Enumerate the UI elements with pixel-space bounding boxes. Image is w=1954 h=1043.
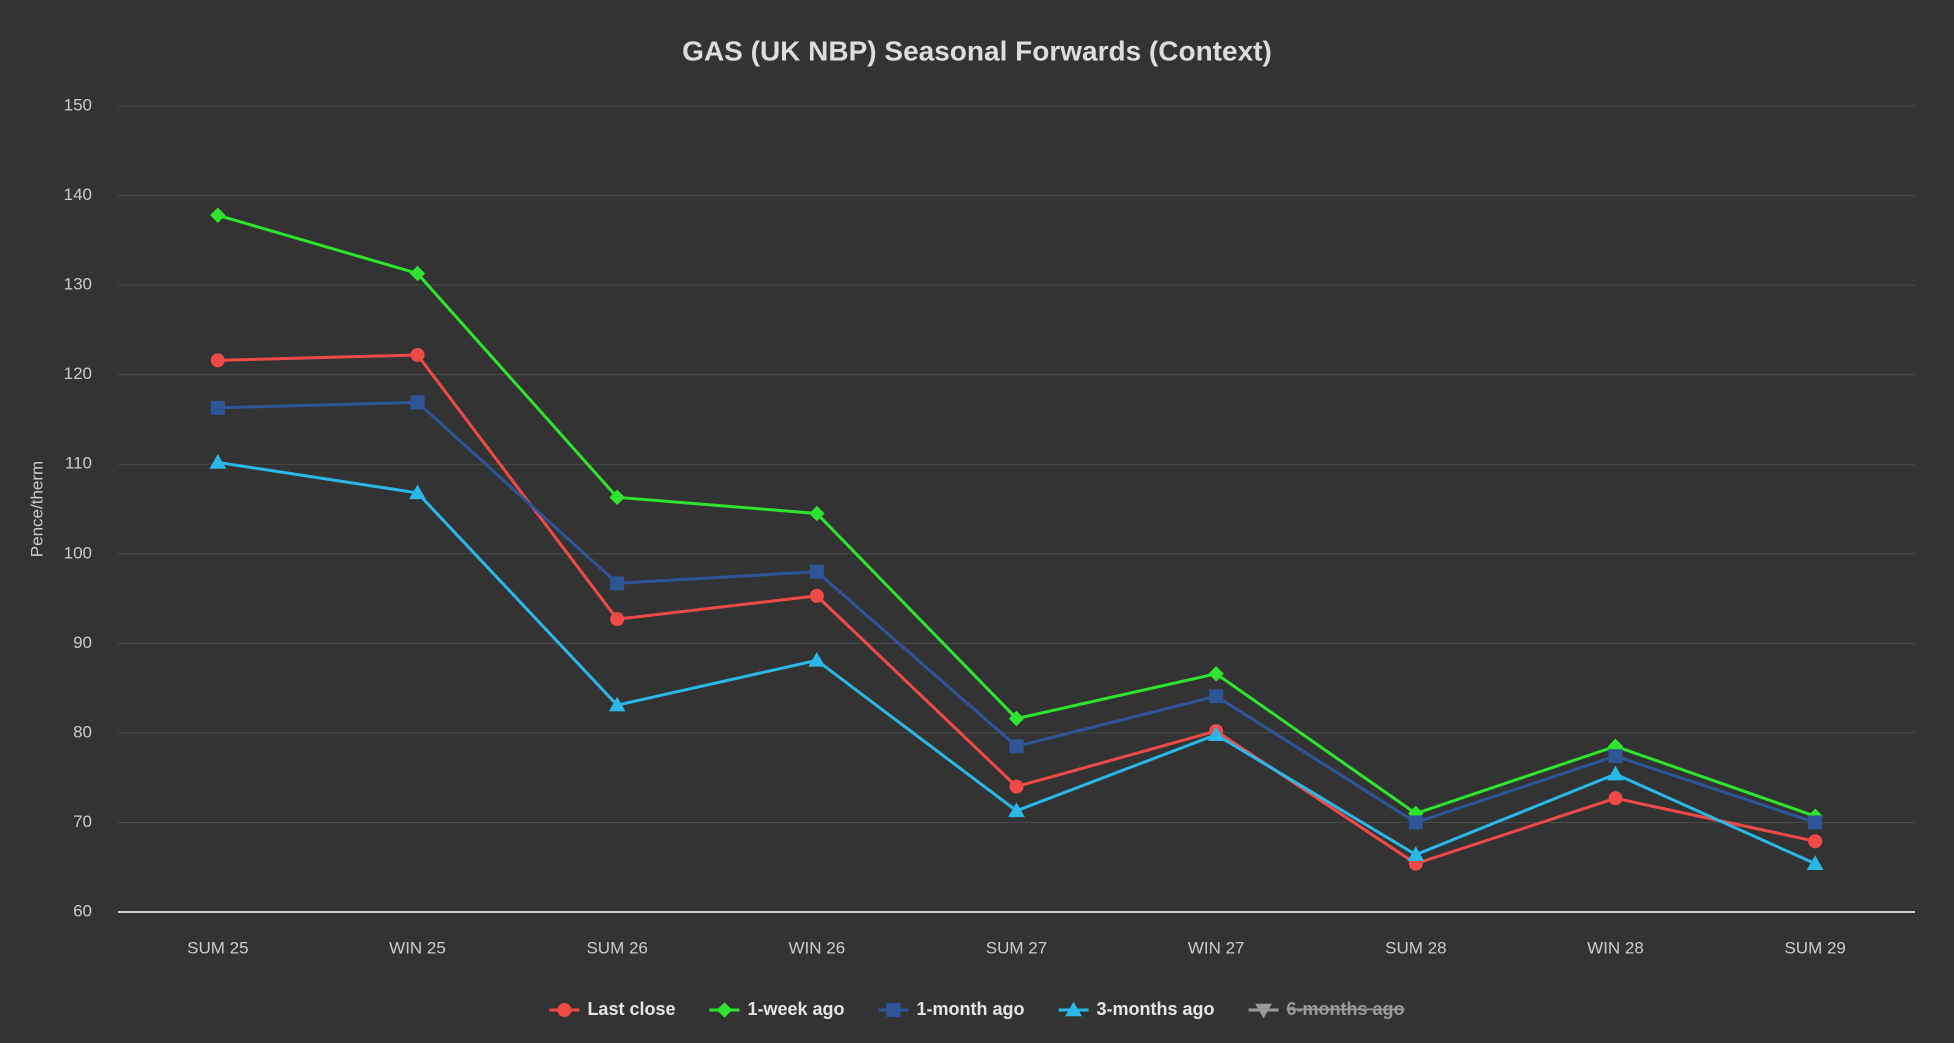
data-point (1207, 726, 1225, 741)
data-point (1608, 791, 1623, 806)
legend-label: 1-week ago (747, 999, 844, 1019)
data-point (1008, 710, 1025, 727)
legend-marker (886, 1003, 901, 1017)
data-point (209, 454, 227, 469)
data-point (409, 484, 426, 500)
data-point (1407, 846, 1425, 861)
x-tick-label: SUM 26 (586, 938, 647, 957)
data-point (1209, 689, 1224, 704)
legend-item[interactable]: 1-week ago (709, 999, 845, 1019)
x-tick-label: SUM 29 (1784, 938, 1845, 957)
x-tick-label: SUM 28 (1385, 938, 1446, 957)
data-point (410, 395, 425, 410)
data-point (809, 564, 824, 579)
data-point (808, 651, 826, 667)
y-tick-label: 130 (64, 275, 92, 294)
data-point (1806, 855, 1824, 870)
data-point (210, 207, 226, 223)
data-point (409, 265, 426, 282)
legend-label: 1-month ago (917, 999, 1025, 1019)
y-tick-label: 70 (73, 812, 92, 831)
legend: Last close 1-week ago 1-month ago 3-months … (549, 999, 1405, 1019)
legend-marker (716, 1002, 733, 1018)
x-tick-label: WIN 25 (389, 938, 446, 957)
y-tick-label: 140 (64, 185, 92, 204)
data-point (1009, 739, 1024, 754)
x-tick-label: WIN 28 (1587, 938, 1644, 957)
data-point (410, 347, 425, 362)
data-point (809, 588, 824, 603)
legend-label: Last close (587, 999, 675, 1019)
y-tick-label: 150 (64, 95, 92, 114)
data-point (1408, 815, 1423, 830)
y-tick-label: 110 (65, 454, 92, 473)
data-point (1607, 738, 1624, 755)
legend-marker (557, 1003, 572, 1017)
legend-marker (1255, 1003, 1272, 1019)
data-point (1808, 815, 1823, 830)
data-point (1607, 765, 1624, 781)
x-tick-label: SUM 25 (187, 938, 248, 957)
legend-label: 3-months ago (1097, 999, 1215, 1019)
data-point (1808, 834, 1823, 849)
y-tick-label: 80 (73, 722, 92, 741)
data-point (1608, 749, 1623, 764)
y-tick-label: 60 (73, 901, 92, 920)
y-tick-label: 90 (73, 633, 92, 652)
data-point (609, 489, 625, 506)
y-axis-label: Pence/therm (27, 461, 46, 557)
legend-label: 6-months ago (1287, 999, 1405, 1019)
data-point (1009, 779, 1024, 794)
y-tick-label: 100 (64, 543, 92, 562)
data-point (210, 400, 225, 415)
legend-item[interactable]: 1-month ago (878, 999, 1025, 1019)
data-point (1008, 802, 1025, 818)
chart-title: GAS (UK NBP) Seasonal Forwards (Context) (682, 35, 1272, 66)
legend-item[interactable]: 3-months ago (1058, 999, 1215, 1019)
legend-item[interactable]: 6-months ago (1248, 999, 1405, 1019)
legend-marker (1065, 1001, 1082, 1017)
x-tick-label: SUM 27 (986, 938, 1047, 957)
data-point (608, 696, 626, 712)
data-point (809, 505, 825, 522)
data-point (610, 612, 625, 627)
x-tick-label: WIN 27 (1188, 938, 1245, 957)
legend-item[interactable]: Last close (549, 999, 675, 1019)
data-point (1208, 666, 1224, 682)
y-tick-label: 120 (64, 364, 92, 383)
x-tick-label: WIN 26 (788, 938, 845, 957)
data-point (610, 576, 625, 591)
data-point (210, 353, 225, 368)
